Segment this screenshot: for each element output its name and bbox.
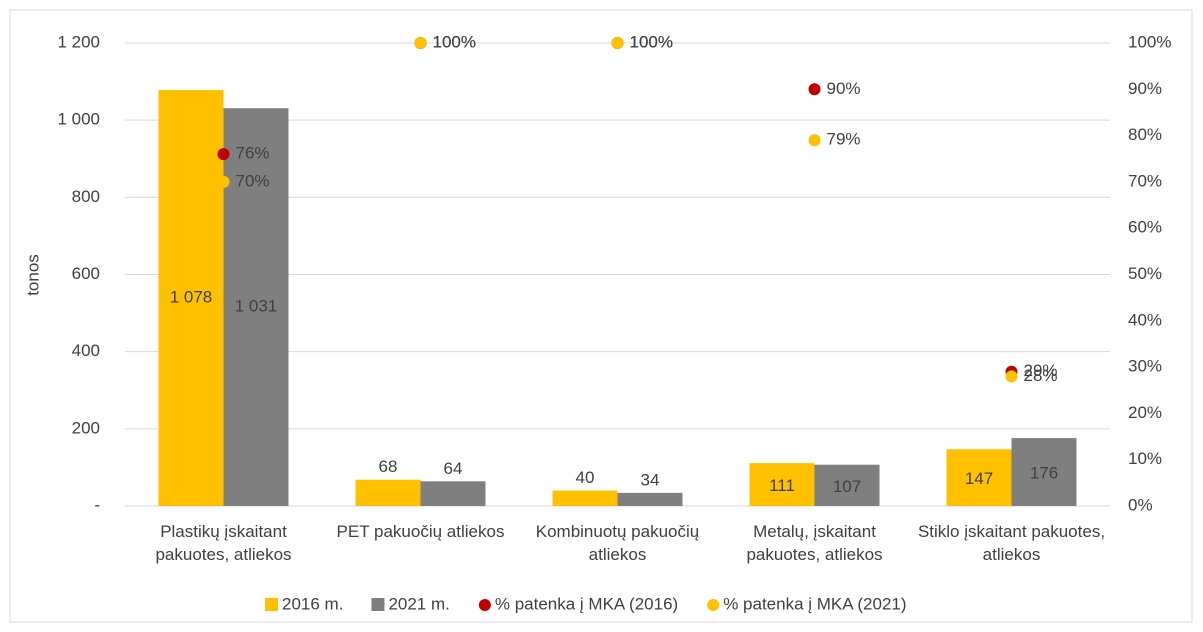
y-tick-label: 200 <box>72 418 100 437</box>
data-label: 111 <box>769 476 795 495</box>
legend-swatch <box>478 599 491 611</box>
data-label: 1 031 <box>235 297 278 316</box>
legend-swatch <box>707 599 720 611</box>
chart-border <box>9 9 1193 623</box>
y2-tick-label: 50% <box>1128 264 1162 283</box>
data-label: 28% <box>1024 366 1058 385</box>
dot <box>808 83 821 96</box>
y2-tick-label: 0% <box>1128 495 1153 514</box>
data-label: 76% <box>236 144 270 163</box>
data-label: 100% <box>433 32 476 51</box>
dot <box>217 148 230 161</box>
y2-tick-label: 40% <box>1128 310 1162 329</box>
y2-tick-label: 80% <box>1128 125 1162 144</box>
y2-tick-label: 30% <box>1128 357 1162 376</box>
bar <box>749 463 815 506</box>
data-label: 100% <box>433 32 476 51</box>
bar <box>355 479 421 506</box>
data-label: 29% <box>1024 361 1058 380</box>
legend-swatch <box>265 598 278 611</box>
y-tick-label: 1 000 <box>57 110 100 129</box>
data-label: 70% <box>236 171 270 190</box>
bar <box>420 481 486 506</box>
y-tick-label: 800 <box>72 187 100 206</box>
legend-swatch <box>371 598 385 611</box>
x-tick-label: PET pakuočių atliekos <box>336 522 505 541</box>
bar <box>617 492 683 506</box>
bar <box>814 464 880 506</box>
dot <box>611 37 624 49</box>
data-label: 34 <box>641 470 660 489</box>
x-tick-label: Metalų, įskaitant pakuotes, atliekos <box>746 522 883 564</box>
data-label: 68 <box>379 457 398 476</box>
data-label: 100% <box>630 32 673 51</box>
data-label: 147 <box>965 469 993 488</box>
data-label: 1 078 <box>170 288 213 307</box>
y-tick-label: - <box>94 495 100 514</box>
y-tick-label: 400 <box>72 341 100 360</box>
bar <box>223 108 289 506</box>
x-tick-label: Kombinuotų pakuočių atliekos <box>535 522 700 564</box>
dot <box>1005 370 1018 383</box>
data-label: 64 <box>444 459 463 478</box>
y2-tick-label: 70% <box>1128 171 1162 190</box>
legend-label: 2021 m. <box>388 594 449 613</box>
x-tick-label: Stiklo įskaitant pakuotes, atliekos <box>917 522 1106 564</box>
dot <box>808 134 821 147</box>
data-label: 107 <box>833 477 861 496</box>
data-label: 100% <box>630 32 673 51</box>
legend-label: % patenka į MKA (2021) <box>723 594 906 613</box>
bar <box>552 490 618 506</box>
y-tick-label: 600 <box>72 264 100 283</box>
data-label: 79% <box>827 130 861 149</box>
y2-tick-label: 60% <box>1128 218 1162 237</box>
legend-label: 2016 m. <box>282 594 343 613</box>
data-label: 40 <box>576 468 595 487</box>
y2-tick-label: 90% <box>1128 79 1162 98</box>
y2-tick-label: 10% <box>1128 449 1162 468</box>
data-label: 176 <box>1030 464 1058 483</box>
y2-tick-label: 100% <box>1128 32 1171 51</box>
dot <box>217 175 230 188</box>
x-tick-label: Plastikų įskaitant pakuotes, atliekos <box>155 522 292 564</box>
y2-tick-label: 20% <box>1128 403 1162 422</box>
bar <box>946 449 1012 506</box>
bar <box>1011 438 1077 506</box>
y-axis-label: tonos <box>23 254 42 296</box>
dot <box>414 37 427 49</box>
y-tick-label: 1 200 <box>57 32 100 51</box>
bar <box>158 90 224 507</box>
legend-label: % patenka į MKA (2016) <box>495 594 678 613</box>
data-label: 90% <box>827 79 861 98</box>
